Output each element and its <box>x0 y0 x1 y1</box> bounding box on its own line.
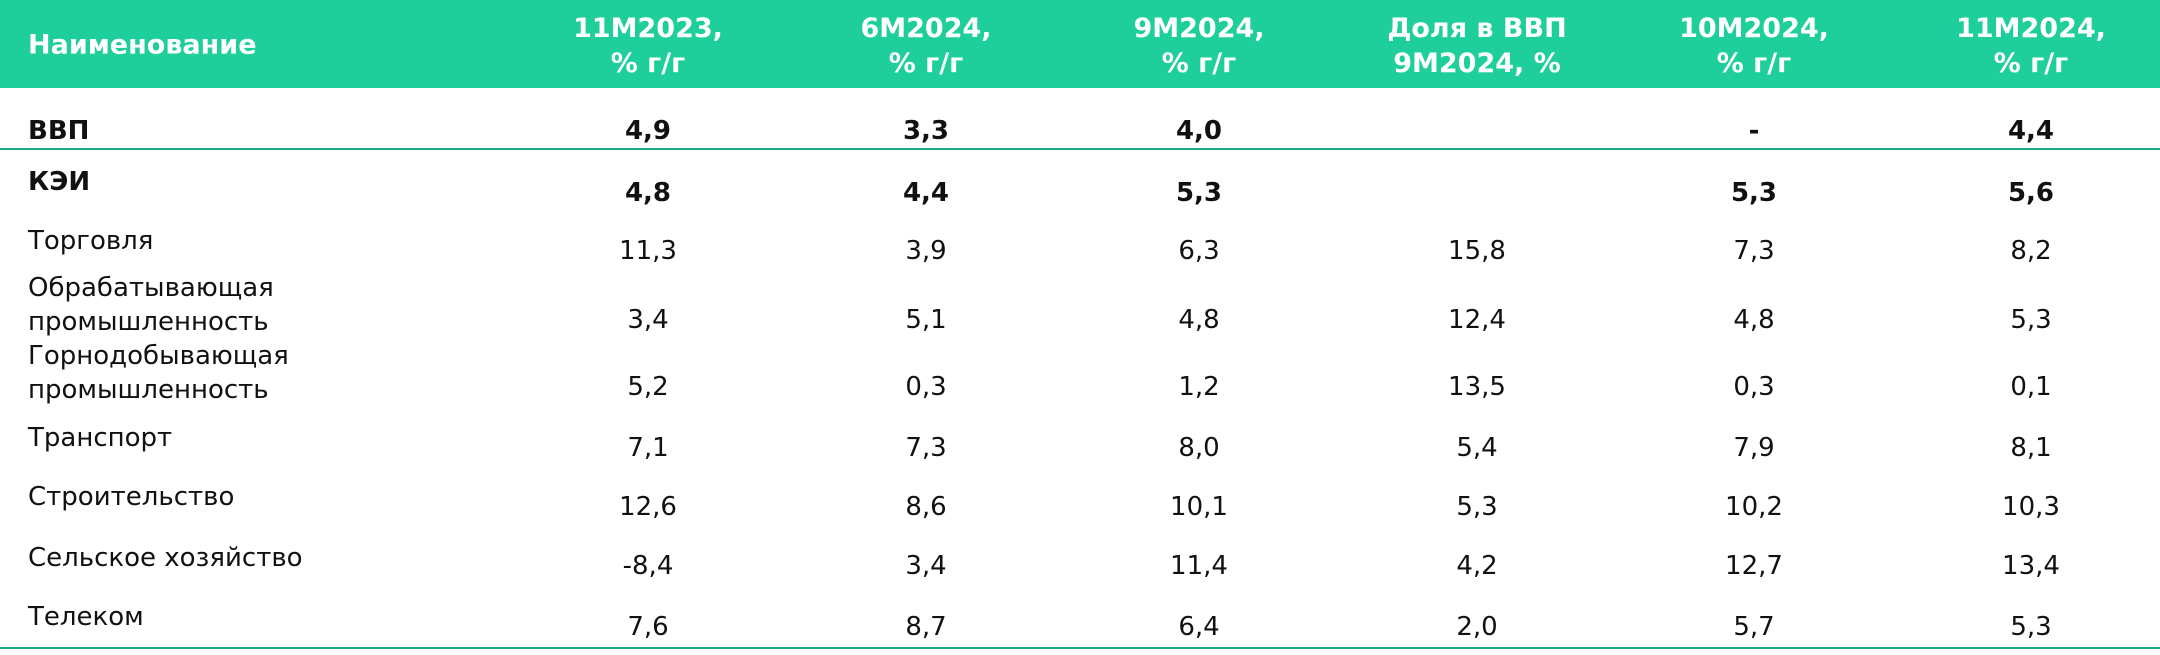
cell-value: 4,0 <box>1175 116 1223 146</box>
row-label: Сельское хозяйство <box>28 543 303 573</box>
row-label: ВВП <box>28 116 90 146</box>
cell-value: 0,3 <box>1733 372 1775 402</box>
cell-value: 8,6 <box>905 492 947 522</box>
column-header: 9M2024, % г/г <box>1133 13 1265 79</box>
row-label: Транспорт <box>28 423 173 453</box>
cell-value: 0,1 <box>2010 372 2052 402</box>
cell-value: 4,8 <box>624 178 672 208</box>
row-label: Телеком <box>28 602 144 632</box>
cell-value: 8,2 <box>2010 236 2052 266</box>
cell-value: 5,3 <box>1175 178 1223 208</box>
column-header: Наименование <box>28 29 257 61</box>
cell-value: 0,3 <box>905 372 947 402</box>
cell-value: 10,1 <box>1170 492 1228 522</box>
cell-value: -8,4 <box>622 551 674 581</box>
cell-value: 12,4 <box>1448 305 1506 335</box>
cell-value: 3,9 <box>905 236 947 266</box>
row-separator <box>0 148 2160 150</box>
cell-value: 8,1 <box>2010 433 2052 463</box>
cell-value: 15,8 <box>1448 236 1506 266</box>
cell-value: 10,3 <box>2002 492 2060 522</box>
cell-value: 5,1 <box>905 305 947 335</box>
cell-value: 10,2 <box>1725 492 1783 522</box>
row-label: Горнодобывающая промышленность <box>28 341 289 405</box>
row-label: Торговля <box>28 226 154 256</box>
cell-value: 13,5 <box>1448 372 1506 402</box>
cell-value: 3,3 <box>902 116 950 146</box>
cell-value: 7,6 <box>627 612 669 642</box>
cell-value: 3,4 <box>905 551 947 581</box>
header-band <box>0 0 2160 88</box>
table-bottom-rule <box>0 647 2160 649</box>
cell-value: 7,3 <box>905 433 947 463</box>
cell-value: 4,8 <box>1733 305 1775 335</box>
cell-value: 8,7 <box>905 612 947 642</box>
cell-value: 11,4 <box>1170 551 1228 581</box>
cell-value: 4,9 <box>624 116 672 146</box>
row-label: КЭИ <box>28 167 91 197</box>
cell-value: 5,3 <box>1456 492 1498 522</box>
cell-value: 7,9 <box>1733 433 1775 463</box>
column-header: Доля в ВВП 9M2024, % <box>1387 13 1567 79</box>
row-label: Строительство <box>28 482 235 512</box>
cell-value: 4,2 <box>1456 551 1498 581</box>
cell-value: 13,4 <box>2002 551 2060 581</box>
cell-value: 5,3 <box>2010 305 2052 335</box>
cell-value: 3,4 <box>627 305 669 335</box>
cell-value: 12,7 <box>1725 551 1783 581</box>
cell-value: - <box>1748 116 1760 146</box>
cell-value: 8,0 <box>1178 433 1220 463</box>
cell-value: 5,7 <box>1733 612 1775 642</box>
cell-value: 12,6 <box>619 492 677 522</box>
row-label: Обрабатывающая промышленность <box>28 273 274 337</box>
column-header: 11M2024, % г/г <box>1956 13 2106 79</box>
column-header: 10M2024, % г/г <box>1679 13 1829 79</box>
cell-value: 5,3 <box>1730 178 1778 208</box>
cell-value: 5,6 <box>2007 178 2055 208</box>
cell-value: 4,4 <box>902 178 950 208</box>
cell-value: 5,4 <box>1456 433 1498 463</box>
cell-value: 1,2 <box>1178 372 1220 402</box>
cell-value: 6,4 <box>1178 612 1220 642</box>
cell-value: 2,0 <box>1456 612 1498 642</box>
cell-value: 5,3 <box>2010 612 2052 642</box>
cell-value: 4,4 <box>2007 116 2055 146</box>
cell-value: 11,3 <box>619 236 677 266</box>
column-header: 6M2024, % г/г <box>860 13 992 79</box>
cell-value: 6,3 <box>1178 236 1220 266</box>
cell-value: 7,1 <box>627 433 669 463</box>
cell-value: 7,3 <box>1733 236 1775 266</box>
column-header: 11M2023, % г/г <box>573 13 723 79</box>
cell-value: 5,2 <box>627 372 669 402</box>
cell-value: 4,8 <box>1178 305 1220 335</box>
